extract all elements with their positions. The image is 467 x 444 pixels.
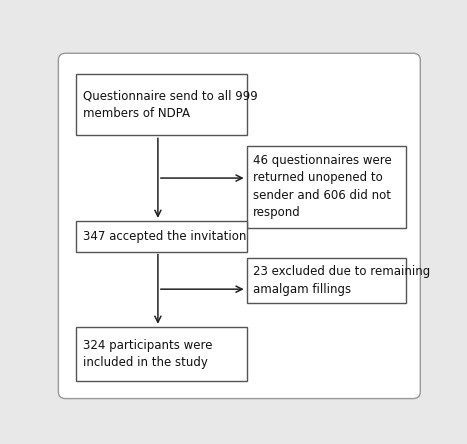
FancyBboxPatch shape <box>247 258 406 303</box>
FancyBboxPatch shape <box>58 53 420 399</box>
Text: 347 accepted the invitation: 347 accepted the invitation <box>83 230 247 243</box>
FancyBboxPatch shape <box>77 327 247 381</box>
Text: 23 excluded due to remaining
amalgam fillings: 23 excluded due to remaining amalgam fil… <box>253 266 431 296</box>
Text: 324 participants were
included in the study: 324 participants were included in the st… <box>83 339 212 369</box>
FancyBboxPatch shape <box>77 221 247 252</box>
Text: Questionnaire send to all 999
members of NDPA: Questionnaire send to all 999 members of… <box>83 89 258 120</box>
FancyBboxPatch shape <box>77 74 247 135</box>
FancyBboxPatch shape <box>247 146 406 228</box>
Text: 46 questionnaires were
returned unopened to
sender and 606 did not
respond: 46 questionnaires were returned unopened… <box>253 154 392 219</box>
